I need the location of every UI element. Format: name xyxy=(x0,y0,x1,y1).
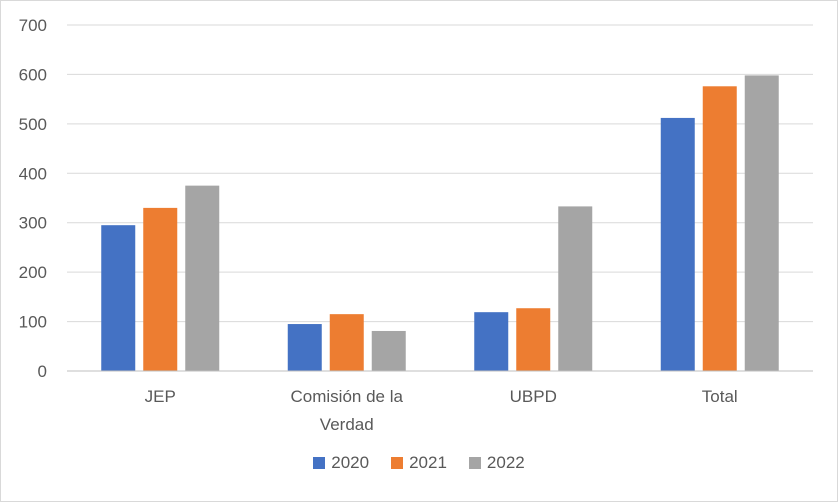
bar-2020-1 xyxy=(287,324,322,371)
legend-item-2020: 2020 xyxy=(313,453,369,473)
bar-2022-0 xyxy=(185,185,220,371)
legend-item-2021: 2021 xyxy=(391,453,447,473)
bar-2022-2 xyxy=(558,206,593,371)
legend: 2020 2021 2022 xyxy=(1,453,837,473)
legend-swatch-2020 xyxy=(313,457,326,469)
bar-2021-2 xyxy=(516,308,551,371)
category-label: JEP xyxy=(145,387,176,406)
bar-2022-1 xyxy=(371,330,406,371)
category-label: Comisión de la xyxy=(291,387,404,406)
y-tick-label: 0 xyxy=(38,362,47,381)
y-tick-label: 200 xyxy=(19,263,47,282)
category-label: Verdad xyxy=(320,415,374,434)
y-tick-label: 600 xyxy=(19,65,47,84)
y-tick-label: 100 xyxy=(19,313,47,332)
bar-2021-0 xyxy=(143,207,178,371)
bar-2020-3 xyxy=(660,117,695,371)
bar-2021-3 xyxy=(702,86,737,371)
legend-label-2021: 2021 xyxy=(409,453,447,472)
category-label: UBPD xyxy=(510,387,557,406)
bar-2022-3 xyxy=(744,75,779,371)
bar-2020-2 xyxy=(474,312,509,371)
bar-2021-1 xyxy=(329,314,364,371)
category-labels: JEP Comisión de la Verdad UBPD Total xyxy=(145,387,738,434)
y-tick-label: 500 xyxy=(19,115,47,134)
legend-label-2022: 2022 xyxy=(486,453,525,472)
y-tick-label: 700 xyxy=(19,16,47,35)
y-tick-label: 400 xyxy=(19,164,47,183)
category-label: Total xyxy=(702,387,738,406)
y-tick-label: 300 xyxy=(19,214,47,233)
bars xyxy=(101,75,779,371)
legend-swatch-2022 xyxy=(468,457,481,469)
gridlines xyxy=(67,24,813,323)
legend-label-2020: 2020 xyxy=(331,453,370,472)
bar-2020-0 xyxy=(101,225,136,371)
bar-chart: 0 100 200 300 400 500 600 700 JEP Comisión de la… xyxy=(19,16,813,434)
legend-swatch-2021 xyxy=(391,457,404,469)
legend-item-2022: 2022 xyxy=(468,453,525,473)
y-axis-ticks: 0 100 200 300 400 500 600 700 xyxy=(19,16,47,381)
